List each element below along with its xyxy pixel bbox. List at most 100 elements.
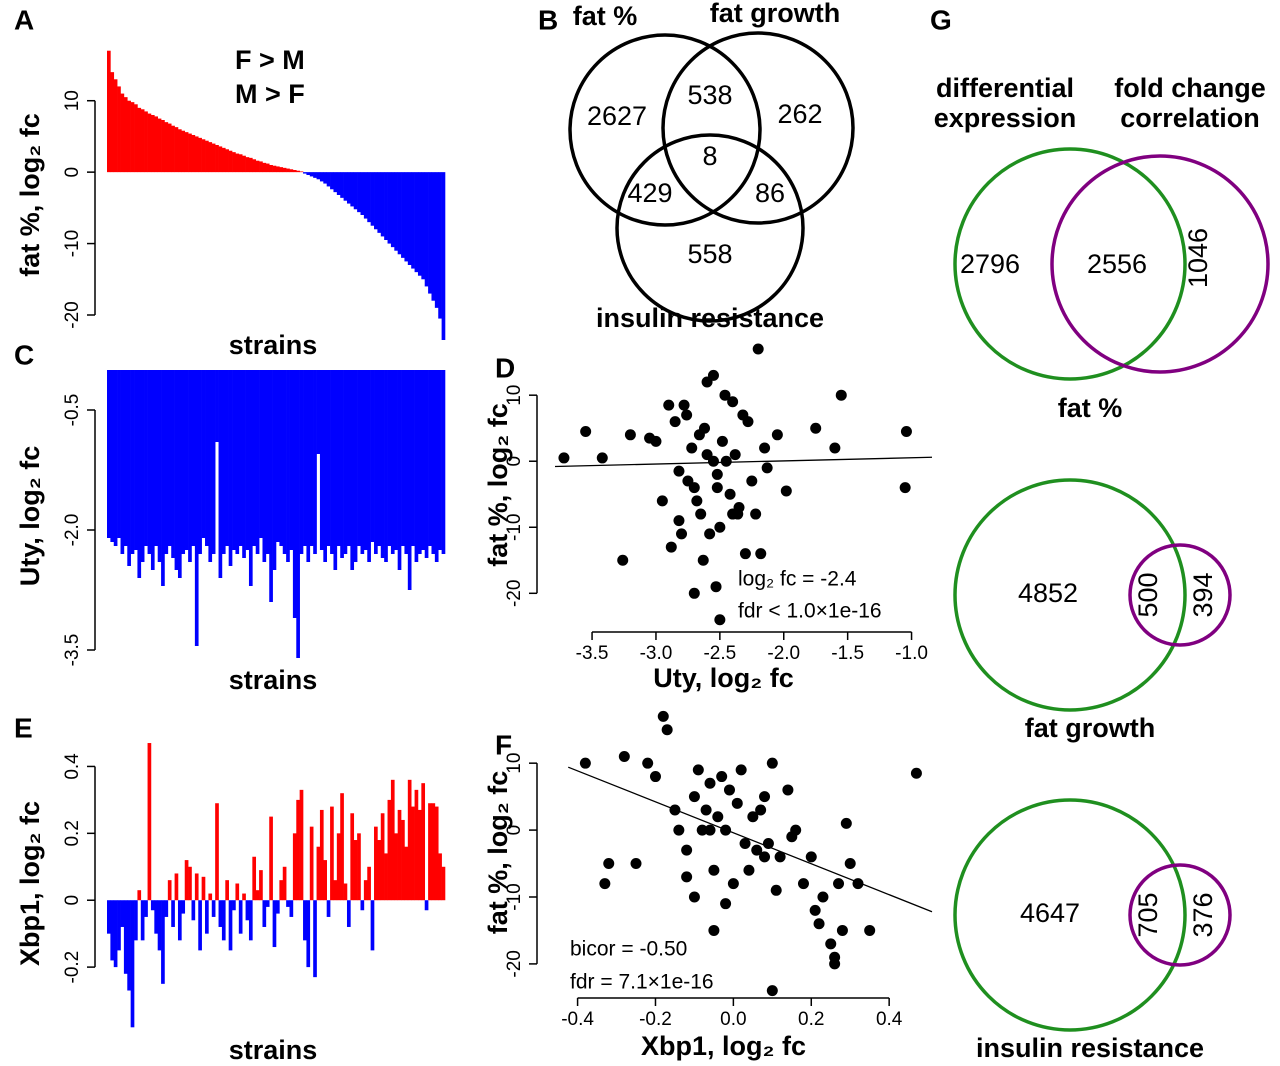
region-count: 2796 [960, 249, 1020, 279]
point [716, 435, 728, 447]
point [579, 757, 591, 769]
bar [421, 783, 426, 901]
point [678, 399, 690, 411]
point [864, 924, 876, 936]
bar [161, 120, 165, 173]
point [704, 528, 716, 540]
bar [130, 900, 135, 1028]
venn-circle [661, 31, 855, 225]
bar [289, 169, 294, 173]
x-tick-label: -2.5 [703, 643, 736, 664]
bar [191, 135, 196, 173]
bar [363, 172, 368, 219]
point [650, 435, 662, 447]
point [661, 724, 673, 736]
bar [113, 370, 118, 546]
bar [394, 172, 398, 251]
bar [134, 370, 138, 550]
bar [360, 900, 365, 911]
bar [309, 826, 314, 901]
point [708, 924, 720, 936]
bar [417, 172, 422, 276]
y-axis-label: fat %, log₂ fc [483, 771, 513, 935]
bar [269, 370, 273, 602]
bar [390, 779, 395, 901]
bar [401, 370, 405, 546]
bar [316, 172, 321, 180]
point [743, 864, 755, 876]
bar [350, 813, 355, 901]
point [681, 409, 693, 421]
point [829, 442, 841, 454]
bar [286, 900, 290, 907]
point [797, 878, 809, 890]
bar [282, 167, 287, 173]
bar [306, 172, 311, 175]
bar [221, 900, 226, 941]
bar [309, 370, 314, 546]
y-tick-label: 0 [504, 825, 525, 836]
bar [346, 370, 351, 546]
point [673, 824, 685, 836]
bar [157, 118, 162, 173]
point [714, 614, 726, 626]
annotation: log₂ fc = -2.4 [738, 568, 857, 591]
point [780, 485, 792, 497]
bar [316, 846, 321, 901]
venn-b-circles [568, 31, 855, 323]
bar [390, 172, 395, 248]
bar [299, 171, 304, 173]
bar [417, 809, 422, 901]
bar [184, 132, 189, 173]
point [699, 422, 711, 434]
bar [211, 900, 216, 917]
bar [252, 370, 257, 546]
point [688, 791, 700, 803]
bar [346, 900, 351, 927]
bar [140, 109, 145, 173]
bar [248, 370, 253, 586]
venn-circle [953, 478, 1187, 712]
bar [306, 900, 311, 968]
bar [276, 166, 280, 173]
bar [272, 165, 277, 173]
point [733, 501, 745, 513]
panel-letter: G [930, 4, 952, 35]
bar [164, 122, 169, 173]
venn-circle [1128, 543, 1232, 647]
bar [245, 900, 250, 921]
bar [397, 809, 402, 901]
venn-g-circles [953, 147, 1270, 1032]
bar [177, 370, 182, 578]
region-count: 394 [1188, 572, 1218, 617]
point [707, 369, 719, 381]
bar [137, 107, 142, 173]
bar [194, 873, 199, 901]
bar [218, 900, 223, 927]
bar [374, 172, 378, 230]
point [676, 528, 688, 540]
y-tick-label: 10 [504, 385, 525, 406]
point [751, 844, 763, 856]
set-label: fat growth [710, 0, 840, 28]
bar [110, 72, 115, 173]
point [782, 784, 794, 796]
bar [177, 129, 182, 173]
bar [198, 137, 202, 173]
bar [248, 157, 253, 173]
bar [404, 846, 409, 901]
bar [296, 370, 300, 658]
bar [120, 370, 125, 554]
bar [384, 853, 388, 901]
bar [164, 370, 169, 554]
point [752, 343, 764, 355]
bar [269, 165, 273, 173]
bar [289, 900, 294, 917]
bar [340, 172, 344, 198]
bar [218, 146, 223, 173]
trend-line [568, 766, 933, 913]
point [761, 462, 773, 474]
point [673, 465, 685, 477]
x-axis-label: strains [229, 665, 318, 695]
